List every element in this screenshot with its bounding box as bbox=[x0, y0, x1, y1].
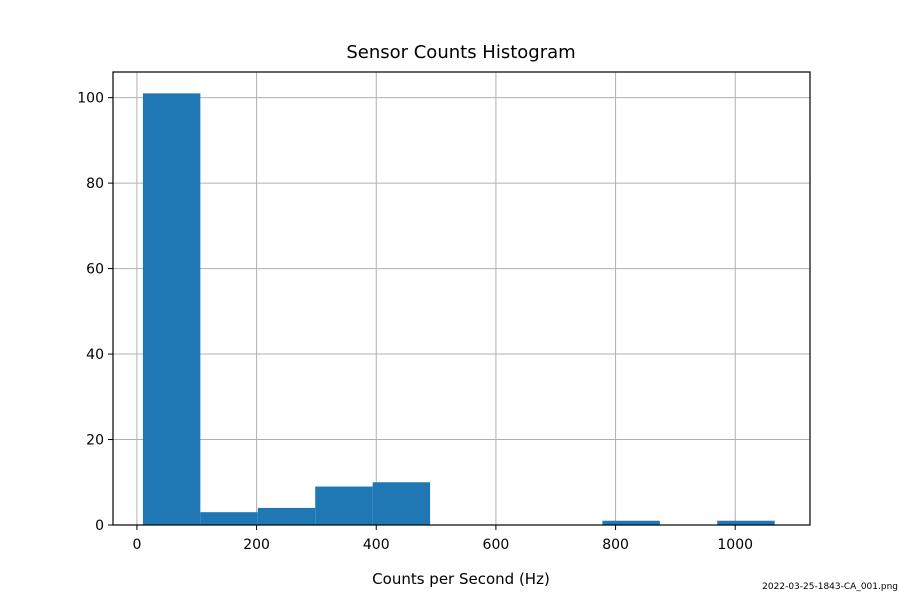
histogram-bar-0 bbox=[142, 93, 201, 526]
y-tick-label-4: 80 bbox=[86, 176, 104, 192]
y-tick-label-2: 40 bbox=[86, 347, 104, 363]
x-tick-label-3: 600 bbox=[483, 537, 510, 553]
y-tick-label-0: 0 bbox=[95, 518, 104, 534]
histogram-bar-2 bbox=[257, 507, 316, 525]
axis-ticks: 0 200 400 600 800 1000 0 20 40 60 80 100 bbox=[77, 91, 753, 553]
histogram-bar-1 bbox=[200, 512, 258, 525]
histogram-bars bbox=[142, 93, 775, 526]
histogram-bar-4 bbox=[372, 482, 431, 525]
histogram-bar-3 bbox=[315, 486, 373, 525]
x-tick-label-0: 0 bbox=[132, 537, 141, 553]
y-tick-label-5: 100 bbox=[77, 91, 104, 107]
y-tick-label-3: 60 bbox=[86, 262, 104, 278]
y-tick-label-1: 20 bbox=[86, 433, 104, 449]
x-tick-label-1: 200 bbox=[243, 537, 270, 553]
footer-filename: 2022-03-25-1843-CA_001.png bbox=[762, 582, 898, 592]
plot-frame bbox=[112, 71, 811, 526]
x-tick-label-4: 800 bbox=[602, 537, 629, 553]
histogram-bar-8 bbox=[602, 520, 660, 525]
chart-title: Sensor Counts Histogram bbox=[346, 42, 575, 63]
x-tick-label-2: 400 bbox=[363, 537, 390, 553]
histogram-bar-10 bbox=[717, 520, 775, 525]
x-axis-label: Counts per Second (Hz) bbox=[372, 570, 550, 588]
x-tick-label-5: 1000 bbox=[717, 537, 753, 553]
